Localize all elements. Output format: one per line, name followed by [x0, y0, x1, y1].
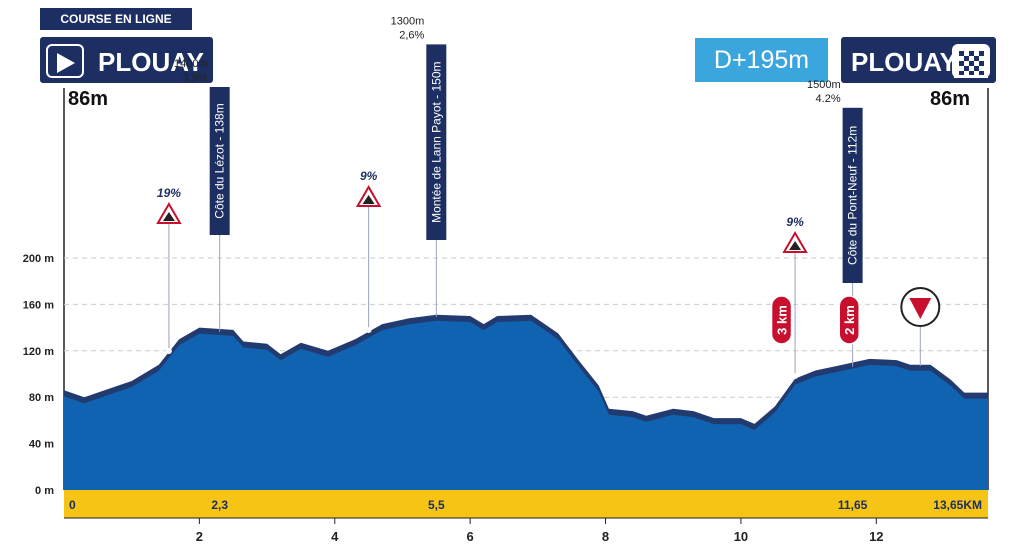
- climb-marker: Côte du Pont-Neuf - 112m 1500m 4.2%: [807, 79, 863, 283]
- climb-marker: Côte du Lézot - 138m 1400m 3,9%: [174, 58, 230, 235]
- road-band: [64, 490, 988, 518]
- x-tick-label: 8: [602, 529, 609, 544]
- climb-name: Montée de Lann Payot - 150m: [429, 61, 443, 222]
- climb-name: Côte du Lézot - 138m: [213, 103, 227, 218]
- x-tick-label: 4: [331, 529, 339, 544]
- distance-to-go-label: 3 km: [775, 305, 790, 335]
- climb-marker: Montée de Lann Payot - 150m 1300m 2,6%: [391, 15, 447, 241]
- steep-gradient-label: 9%: [786, 215, 804, 229]
- climb-name-box: [209, 87, 230, 235]
- steep-point-dot: [365, 327, 372, 333]
- distance-to-go-label: 2 km: [842, 305, 857, 335]
- climb-triangle-inner: [362, 195, 375, 204]
- km-marker-label: 13,65KM: [933, 498, 982, 512]
- climb-length: 1500m: [807, 79, 841, 91]
- race-type-label: COURSE EN LIGNE: [40, 8, 192, 30]
- finish-city-banner: PLOUAY: [841, 37, 996, 83]
- distance-to-go-marker: 3 km: [770, 295, 793, 345]
- distance-to-go-marker: 2 km: [838, 295, 860, 345]
- climb-name-box: [426, 44, 447, 241]
- start-city-name: PLOUAY: [98, 47, 204, 77]
- x-tick-label: 6: [467, 529, 474, 544]
- steep-point-dot: [792, 373, 799, 379]
- distance-to-go-pill: [838, 295, 860, 345]
- climb-triangle-icon: [782, 231, 808, 253]
- steep-gradient-label: 19%: [157, 186, 181, 200]
- climb-name: Côte du Pont-Neuf - 112m: [846, 126, 860, 265]
- climb-length: 1400m: [174, 58, 208, 70]
- climb-triangle-icon: [156, 202, 182, 224]
- y-tick-label: 200 m: [23, 253, 54, 265]
- finish-city-name: PLOUAY: [851, 47, 957, 77]
- km-marker-label: 2,3: [211, 498, 228, 512]
- x-tick-label: 10: [734, 529, 748, 544]
- finish-altitude: 86m: [930, 88, 971, 110]
- climb-triangle-inner: [162, 212, 175, 221]
- steep-point-dot: [165, 348, 172, 354]
- red-triangle-icon: [909, 298, 932, 319]
- x-tick-label: 12: [869, 529, 883, 544]
- climb-gradient: 4.2%: [816, 93, 841, 105]
- y-tick-label: 80 m: [29, 392, 54, 404]
- y-tick-label: 40 m: [29, 439, 54, 451]
- play-triangle-icon: [46, 44, 84, 78]
- checkered-flag-icon: [952, 44, 990, 78]
- start-city-banner: PLOUAY: [40, 37, 213, 83]
- climb-triangle-icon: [355, 185, 382, 207]
- distance-to-go-pill: [770, 295, 793, 345]
- y-tick-label: 120 m: [23, 346, 54, 358]
- km-marker-label: 5,5: [428, 498, 445, 512]
- start-altitude: 86m: [68, 88, 109, 110]
- elevation-gain-badge: D+195m: [695, 38, 828, 82]
- y-tick-label: 160 m: [23, 299, 54, 311]
- climb-gradient: 2,6%: [399, 29, 424, 41]
- climb-triangle-inner: [789, 241, 802, 250]
- km-marker-label: 0: [69, 498, 76, 512]
- climb-name-box: [842, 107, 863, 283]
- km-marker-label: 11,65: [838, 498, 868, 512]
- profile-area: [64, 320, 988, 490]
- y-tick-label: 0 m: [35, 485, 54, 497]
- x-tick-label: 2: [196, 529, 203, 544]
- steep-gradient-label: 9%: [360, 169, 378, 183]
- climb-length: 1300m: [391, 15, 425, 27]
- climb-gradient: 3,9%: [183, 72, 208, 84]
